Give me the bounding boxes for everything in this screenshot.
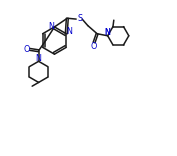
Text: N: N — [48, 22, 54, 31]
Text: O: O — [23, 45, 29, 54]
Text: N: N — [105, 28, 111, 37]
Text: N: N — [105, 28, 111, 37]
Text: S: S — [78, 14, 83, 23]
Text: O: O — [90, 42, 96, 51]
Text: N: N — [36, 54, 42, 63]
Text: N: N — [66, 27, 72, 36]
